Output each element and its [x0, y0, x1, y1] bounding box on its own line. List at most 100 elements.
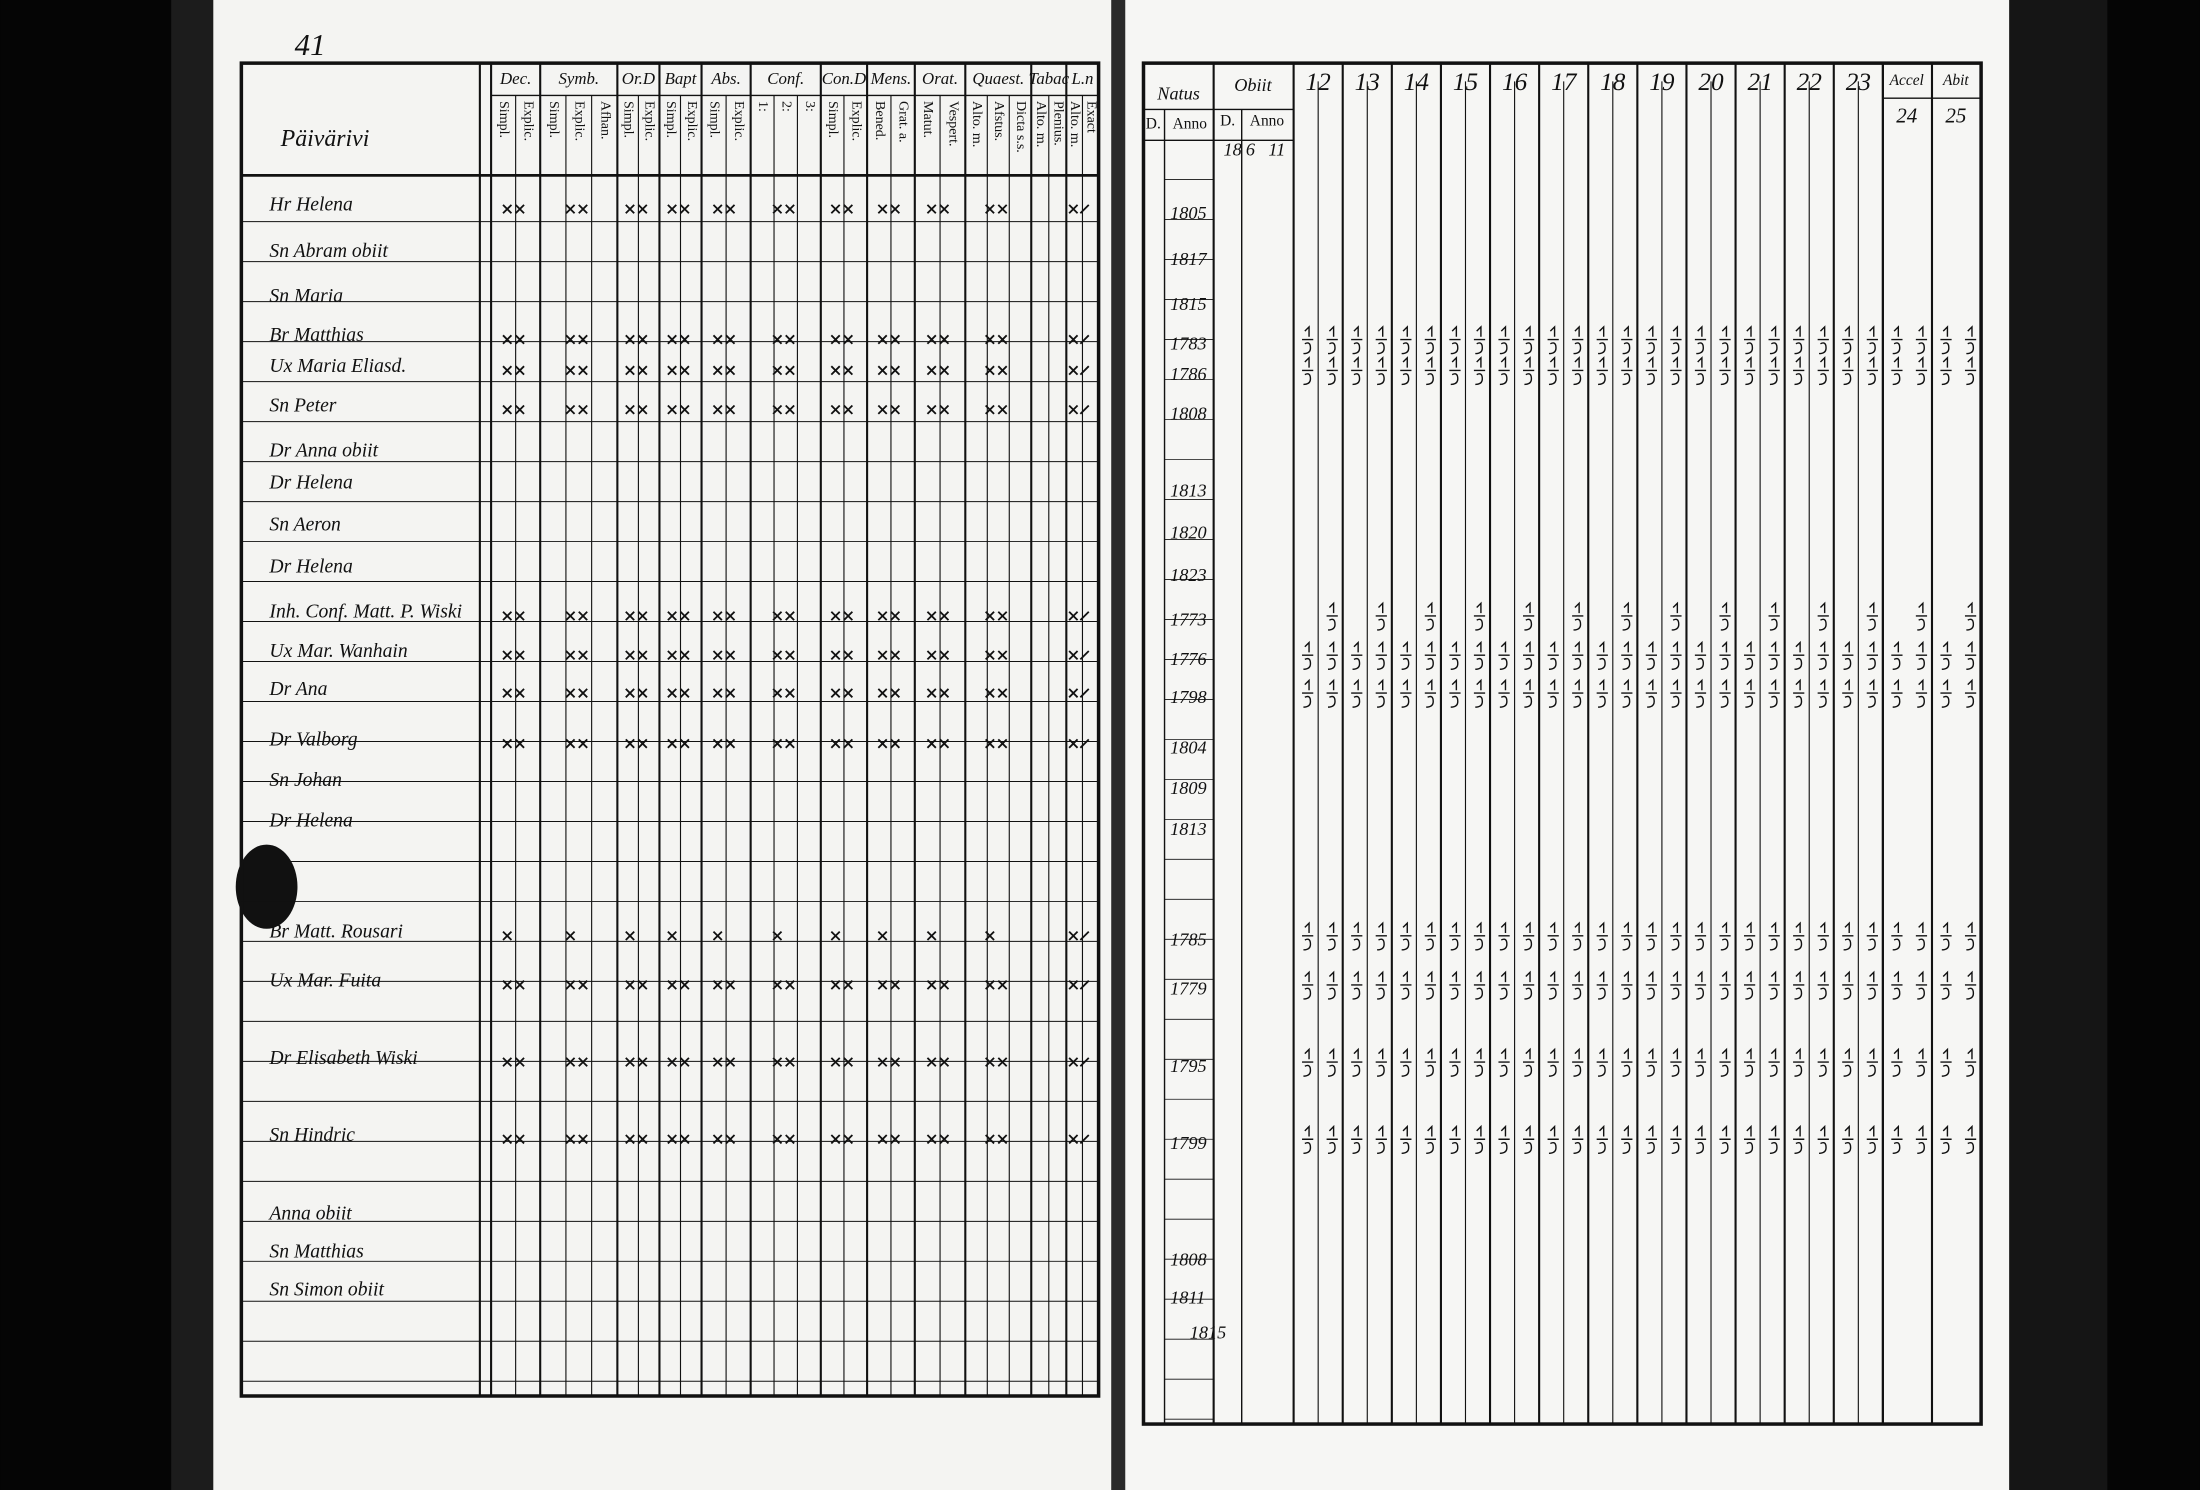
handwritten-mark — [625, 204, 635, 214]
column-subheader: Bened. — [872, 101, 888, 140]
handwritten-mark — [725, 738, 736, 749]
handwritten-mark — [1743, 1047, 1756, 1077]
handwritten-mark — [1621, 1047, 1633, 1077]
handwritten-mark — [1793, 640, 1805, 670]
handwritten-mark — [1400, 678, 1412, 708]
handwritten-mark — [1915, 1124, 1928, 1154]
handwritten-mark — [1915, 601, 1928, 631]
handwritten-mark — [1424, 678, 1437, 708]
handwritten-mark — [1547, 678, 1559, 708]
handwritten-mark — [1523, 921, 1535, 951]
handwritten-mark — [772, 650, 783, 661]
handwritten-mark — [1694, 640, 1707, 670]
handwritten-mark — [1351, 678, 1363, 708]
handwritten-mark — [1743, 970, 1756, 1000]
year-header: 19 — [1649, 68, 1675, 96]
birth-year: 1817 — [1170, 249, 1207, 269]
handwritten-mark — [1670, 921, 1682, 951]
handwritten-mark — [515, 688, 525, 698]
handwritten-mark — [1964, 1124, 1977, 1154]
handwritten-mark — [1964, 678, 1977, 708]
handwritten-mark — [785, 334, 795, 345]
binding-edge — [2009, 0, 2108, 1490]
handwritten-mark — [1326, 325, 1338, 355]
handwritten-mark — [1964, 356, 1977, 386]
handwritten-mark — [1498, 640, 1510, 670]
handwritten-mark — [1793, 1124, 1805, 1154]
handwritten-mark — [1400, 640, 1412, 670]
handwritten-mark — [1424, 601, 1437, 631]
left-page — [210, 0, 1123, 1490]
handwritten-mark — [877, 688, 888, 698]
person-name: Sn Maria — [269, 285, 343, 307]
handwritten-mark — [1866, 1047, 1878, 1077]
handwritten-mark — [890, 650, 901, 661]
person-name: Sn Simon obiit — [269, 1278, 384, 1300]
handwritten-mark — [1817, 356, 1829, 386]
handwritten-mark — [637, 204, 648, 214]
handwritten-mark — [712, 611, 723, 621]
handwritten-mark — [1793, 970, 1805, 1000]
person-name: Sn Peter — [269, 394, 336, 416]
handwritten-mark — [1547, 921, 1559, 951]
handwritten-mark — [1694, 678, 1707, 708]
handwritten-mark — [1793, 678, 1805, 708]
handwritten-mark — [1302, 640, 1314, 670]
handwritten-mark — [502, 365, 513, 376]
handwritten-mark — [1302, 970, 1314, 1000]
handwritten-mark — [785, 980, 795, 990]
handwritten-mark — [667, 204, 677, 214]
handwritten-mark — [1068, 688, 1090, 698]
handwritten-mark — [1694, 325, 1707, 355]
handwritten-mark — [1670, 601, 1682, 631]
handwritten-mark — [1473, 640, 1486, 670]
handwritten-mark — [637, 688, 648, 698]
handwritten-mark — [578, 334, 588, 345]
handwritten-mark — [1964, 640, 1977, 670]
handwritten-mark — [1400, 970, 1412, 1000]
person-name: Ux Maria Eliasd. — [269, 355, 406, 377]
column-subheader: D. — [1220, 113, 1235, 130]
column-subheader: Grat. a. — [896, 101, 912, 143]
handwritten-mark — [772, 204, 783, 214]
handwritten-mark — [565, 930, 576, 941]
handwritten-mark — [843, 404, 854, 415]
column-subheader: Simpl. — [825, 101, 841, 138]
handwritten-mark — [1400, 325, 1412, 355]
handwritten-mark — [1768, 640, 1780, 670]
person-name: Br Matt. Rousari — [269, 921, 403, 943]
birth-year: 1783 — [1170, 333, 1206, 353]
binding-edge — [171, 0, 214, 1490]
handwritten-mark — [939, 650, 950, 661]
handwritten-mark — [712, 688, 723, 698]
handwritten-mark — [1068, 334, 1090, 345]
handwritten-mark — [565, 365, 576, 376]
handwritten-mark — [890, 688, 901, 698]
handwritten-mark — [1793, 1047, 1805, 1077]
column-subheader: Anno — [1250, 113, 1285, 130]
handwritten-mark — [1842, 1124, 1854, 1154]
handwritten-mark — [625, 930, 635, 941]
handwritten-mark — [578, 1134, 588, 1145]
handwritten-mark — [679, 611, 690, 621]
person-name: Sn Aeron — [269, 514, 340, 536]
handwritten-mark — [1866, 356, 1878, 386]
handwritten-mark — [712, 334, 723, 345]
year-header: 16 — [1502, 68, 1528, 96]
column-header: Con.D — [822, 69, 866, 88]
birth-year: 1785 — [1170, 930, 1206, 950]
person-name: Inh. Conf. Matt. P. Wiski — [268, 601, 462, 623]
handwritten-mark — [1572, 1047, 1584, 1077]
handwritten-mark — [926, 611, 937, 621]
handwritten-mark — [1621, 601, 1633, 631]
handwritten-mark — [502, 611, 513, 621]
handwritten-mark — [1915, 970, 1928, 1000]
handwritten-mark — [1351, 1124, 1363, 1154]
handwritten-mark — [1940, 356, 1952, 386]
handwritten-mark — [877, 404, 888, 415]
handwritten-mark — [679, 738, 690, 749]
handwritten-mark — [1449, 970, 1461, 1000]
birth-year: 1813 — [1170, 819, 1206, 839]
handwritten-mark — [1547, 325, 1559, 355]
handwritten-mark — [565, 650, 576, 661]
